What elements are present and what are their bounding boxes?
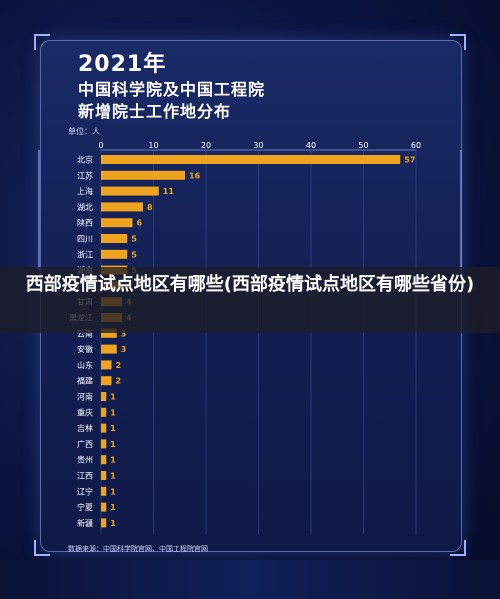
category-label: 重庆 [77,407,93,417]
unit-label: 单位：人 [68,127,100,136]
x-tick-label: 20 [201,141,211,150]
data-label: 1 [110,440,116,449]
category-label: 河南 [77,392,93,402]
category-label: 福建 [77,376,93,386]
bar [101,344,117,354]
category-label: 辽宁 [77,486,93,496]
side-decoration [460,150,462,270]
title-overlay [0,267,500,333]
data-label: 5 [131,250,137,259]
bar [101,328,117,338]
category-label: 宁夏 [77,502,93,512]
x-tick-label: 50 [358,141,368,150]
category-label: 湖北 [77,203,93,212]
data-label: 8 [147,203,153,212]
data-label: 1 [110,472,116,481]
chart-title-year: 2021年 [78,52,167,77]
bar [101,471,107,480]
bar [101,518,107,528]
overlay-title: 西部疫情试点地区有哪些(西部疫情试点地区有哪些省份) [25,274,475,295]
category-label: 安徽 [77,344,93,354]
bar [101,155,401,164]
corner-decoration [450,34,466,50]
side-decoration [38,150,40,270]
data-label: 3 [121,345,127,354]
category-label: 贵州 [77,455,93,465]
x-tick-label: 0 [98,141,103,150]
chart-title-line2: 新增院士工作地分布 [78,102,232,121]
bar [101,486,107,496]
data-label: 1 [110,487,116,496]
corner-decoration [34,540,50,556]
bar [101,234,128,243]
corner-decoration [34,34,50,50]
bar [101,392,107,401]
bar [101,218,133,228]
bar [101,455,107,465]
bar [101,502,107,512]
data-label: 1 [110,456,116,465]
data-label: 5 [131,235,137,244]
bar [101,186,159,196]
category-label: 吉林 [77,423,93,433]
data-label: 57 [404,156,415,165]
x-tick-label: 30 [253,141,263,150]
bar [101,423,107,433]
data-label: 6 [137,219,143,228]
data-label: 2 [116,377,122,386]
bar [101,439,107,449]
data-label: 2 [116,361,122,370]
bottom-strip [0,560,500,599]
category-label: 江西 [77,472,93,481]
category-label: 浙江 [77,249,93,259]
category-label: 广西 [77,439,93,449]
x-tick-label: 40 [306,141,316,150]
category-label: 陕西 [77,218,93,228]
bar [101,170,185,180]
bar [101,202,143,212]
category-label: 山东 [77,360,93,370]
chart-title-line1: 中国科学院及中国工程院 [78,80,266,99]
category-label: 江苏 [77,170,93,180]
category-label: 上海 [77,186,93,196]
bar [101,360,112,370]
x-tick-label: 60 [411,141,421,150]
bar [101,249,128,259]
x-tick-label: 10 [148,141,158,150]
bar [101,376,112,386]
corner-decoration [450,540,466,556]
data-label: 3 [121,329,127,338]
data-label: 1 [110,424,116,433]
bar [101,407,107,417]
data-source: 数据来源：中国科学院官网、中国工程院官网 [68,545,208,553]
data-label: 1 [110,519,116,528]
data-label: 16 [189,171,201,180]
category-label: 北京 [77,155,93,165]
data-label: 11 [163,187,175,196]
data-label: 1 [110,393,116,402]
category-label: 四川 [77,235,93,244]
category-label: 新疆 [77,518,93,528]
category-label: 云南 [77,328,93,338]
data-label: 1 [110,503,116,512]
data-label: 1 [110,408,116,417]
